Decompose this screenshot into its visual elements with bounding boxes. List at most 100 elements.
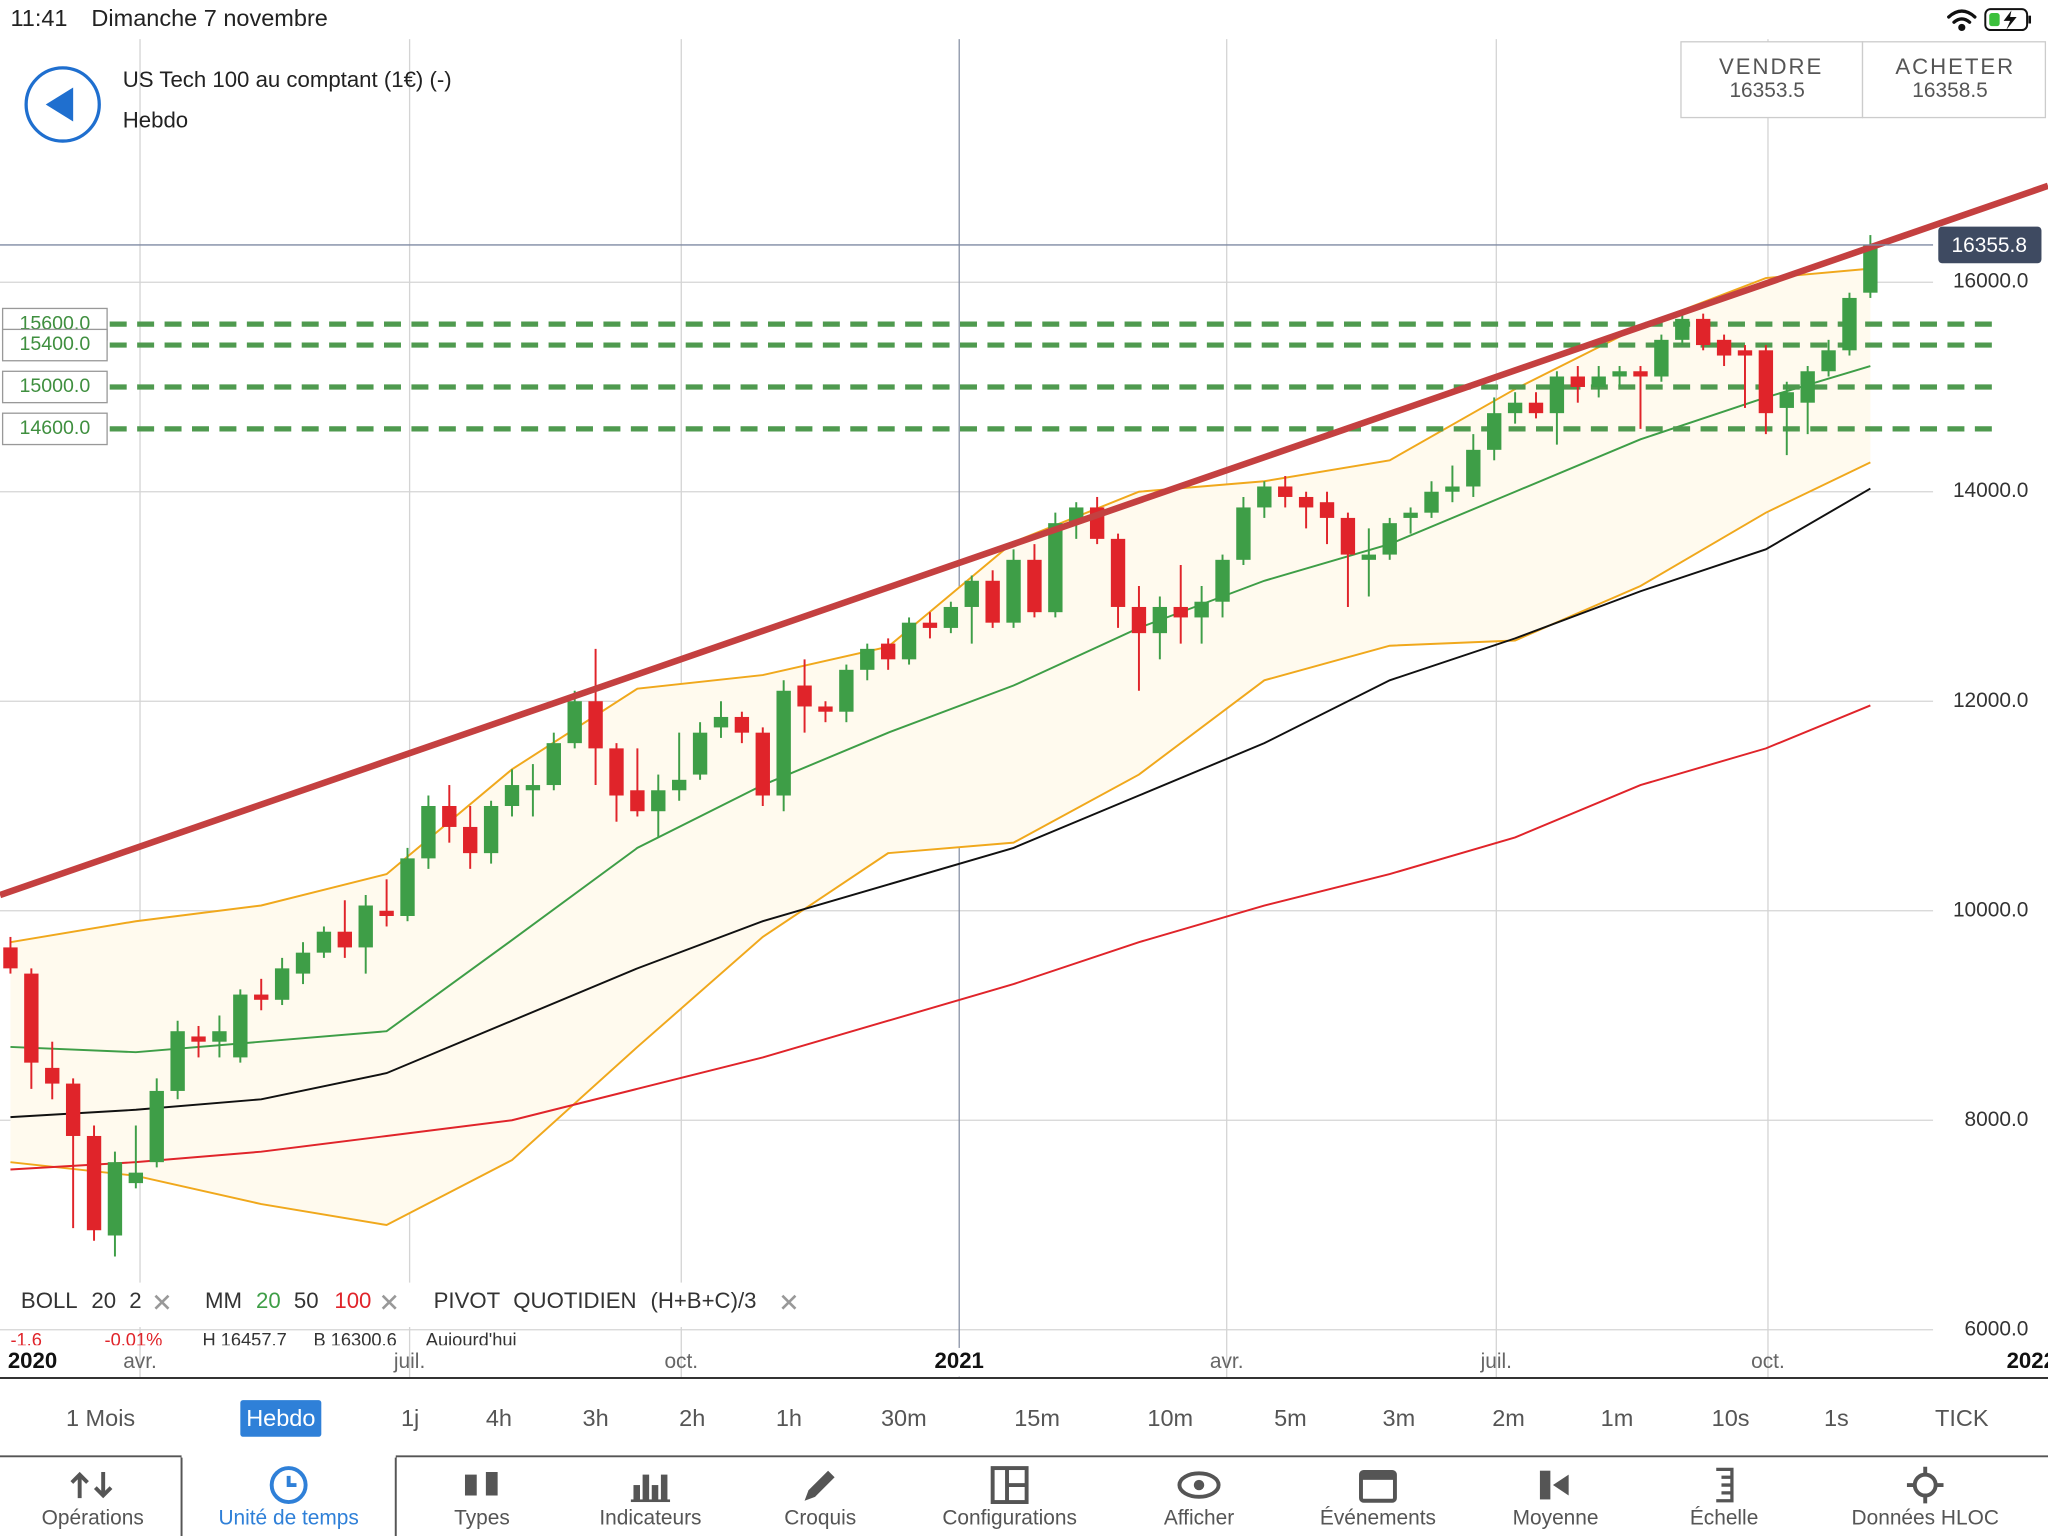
candle-body bbox=[755, 732, 770, 796]
candle-body bbox=[1194, 601, 1209, 618]
toolbar-item[interactable]: Configurations bbox=[942, 1507, 1077, 1530]
x-tick-label: juil. bbox=[1480, 1350, 1512, 1373]
candle-body bbox=[107, 1162, 123, 1236]
timeframe-option[interactable]: 3h bbox=[583, 1405, 609, 1431]
candle-body bbox=[1298, 496, 1314, 508]
y-tick-label: 10000.0 bbox=[1953, 898, 2028, 921]
back-button[interactable] bbox=[24, 66, 101, 143]
icon-part bbox=[1177, 1471, 1221, 1499]
timeframe-option[interactable]: 2h bbox=[679, 1405, 705, 1431]
candle-body bbox=[274, 968, 290, 1000]
timeframe-option[interactable]: 2m bbox=[1492, 1405, 1525, 1431]
y-tick-label: 14000.0 bbox=[1953, 479, 2028, 502]
candle-body bbox=[1403, 512, 1418, 518]
x-tick-label: 2021 bbox=[935, 1348, 984, 1373]
level-label-box bbox=[1, 328, 108, 362]
timeframe-option[interactable]: 3m bbox=[1383, 1405, 1416, 1431]
stat: B 16300.6 bbox=[313, 1329, 396, 1350]
level-label: 15000.0 bbox=[19, 375, 90, 397]
candle-body bbox=[483, 805, 499, 854]
candle-body bbox=[1591, 376, 1606, 387]
buy-label: ACHETER bbox=[1895, 54, 2015, 79]
stat: Aujourd'hui bbox=[426, 1329, 517, 1350]
timeframe-title: Hebdo bbox=[123, 107, 188, 132]
icon-part bbox=[630, 1499, 671, 1503]
candle-body bbox=[1737, 350, 1753, 356]
toolbar-item[interactable]: Opérations bbox=[42, 1507, 144, 1530]
timeframe-option[interactable]: 1j bbox=[401, 1405, 419, 1431]
candle-body bbox=[1361, 554, 1376, 560]
toolbar-item[interactable]: Événements bbox=[1320, 1507, 1436, 1530]
timeframe-option[interactable]: 15m bbox=[1014, 1405, 1060, 1431]
candle-body bbox=[1507, 402, 1523, 414]
candle-body bbox=[1257, 486, 1272, 508]
icon-part bbox=[485, 1472, 498, 1496]
toolbar-icon bbox=[464, 1472, 498, 1496]
candle-body bbox=[860, 648, 875, 670]
toolbar-icon bbox=[1177, 1471, 1221, 1499]
remove-icon[interactable] bbox=[781, 1294, 797, 1310]
remove-icon[interactable] bbox=[381, 1294, 397, 1310]
last-price-label: 16355.8 bbox=[1951, 234, 2026, 257]
x-tick-label: oct. bbox=[664, 1350, 698, 1373]
candle-body bbox=[170, 1031, 185, 1091]
candle-body bbox=[1048, 523, 1063, 613]
candle-body bbox=[609, 748, 624, 796]
timeframe-option[interactable]: 30m bbox=[881, 1405, 927, 1431]
toolbar: Opérations Unité de temps Types Indicateurs… bbox=[42, 1455, 1999, 1536]
timeframe-bar: 1 Mois Hebdo 1j 4h 3h 2h 1h 30m 15m 10m 5m 3m 2m 1m 10… bbox=[66, 1400, 1989, 1437]
candle-body bbox=[1758, 350, 1774, 414]
candle-body bbox=[630, 790, 645, 812]
toolbar-icon bbox=[1906, 1466, 1944, 1504]
sell-price: 16353.5 bbox=[1729, 79, 1804, 102]
timeframe-option[interactable]: 4h bbox=[486, 1405, 512, 1431]
buy-button[interactable]: ACHETER 16358.5 bbox=[1861, 41, 2047, 119]
sell-button[interactable]: VENDRE 16353.5 bbox=[1680, 41, 1864, 119]
candle-body bbox=[1528, 402, 1544, 414]
icon-part bbox=[1539, 1470, 1551, 1500]
y-tick-label: 8000.0 bbox=[1965, 1108, 2029, 1131]
timeframe-option[interactable]: 1s bbox=[1824, 1405, 1849, 1431]
candle-body bbox=[1675, 318, 1690, 340]
timeframe-option[interactable]: TICK bbox=[1935, 1405, 1989, 1431]
candle-body bbox=[922, 622, 938, 628]
candle-body bbox=[651, 790, 666, 812]
legend-text: QUOTIDIEN bbox=[513, 1288, 636, 1313]
toolbar-item[interactable]: Types bbox=[454, 1507, 510, 1530]
candle-body bbox=[880, 643, 896, 660]
candle-body bbox=[1466, 449, 1481, 487]
timeframe-option[interactable]: 5m bbox=[1274, 1405, 1307, 1431]
timeframe-option[interactable]: 10m bbox=[1147, 1405, 1193, 1431]
legend-text: PIVOT bbox=[434, 1288, 501, 1313]
candle-body bbox=[24, 973, 39, 1063]
icon-part bbox=[1906, 1466, 1944, 1504]
remove-icon[interactable] bbox=[154, 1294, 170, 1310]
toolbar-item[interactable]: Données HLOC bbox=[1852, 1507, 1999, 1530]
timeframe-option[interactable]: 1h bbox=[776, 1405, 802, 1431]
toolbar-item[interactable]: Moyenne bbox=[1513, 1507, 1599, 1530]
candle-body bbox=[1800, 371, 1815, 403]
timeframe-option[interactable]: 10s bbox=[1712, 1405, 1750, 1431]
timeframe-option[interactable]: 1 Mois bbox=[66, 1405, 135, 1431]
toolbar-item[interactable]: Croquis bbox=[784, 1507, 856, 1530]
toolbar-item[interactable]: Échelle bbox=[1690, 1507, 1758, 1530]
timeframe-option[interactable]: 1m bbox=[1601, 1405, 1634, 1431]
icon-part bbox=[642, 1474, 650, 1501]
stat: -1.6 bbox=[10, 1329, 41, 1350]
status-time: 11:41 bbox=[10, 5, 67, 31]
candle-body bbox=[379, 910, 394, 916]
legend-text: 20 bbox=[256, 1288, 281, 1313]
toolbar-icon bbox=[1716, 1467, 1734, 1503]
candle-body bbox=[3, 947, 18, 969]
candle-body bbox=[588, 701, 603, 749]
candle-body bbox=[149, 1090, 164, 1163]
candle-body bbox=[233, 994, 248, 1058]
timeframe-option[interactable]: Hebdo bbox=[246, 1405, 315, 1431]
toolbar-item[interactable]: Unité de temps bbox=[218, 1507, 358, 1530]
toolbar-item[interactable]: Afficher bbox=[1164, 1507, 1234, 1530]
legend-text: 20 bbox=[91, 1288, 116, 1313]
candle-body bbox=[295, 952, 311, 974]
toolbar-item[interactable]: Indicateurs bbox=[599, 1507, 701, 1530]
x-tick-label: 2020 bbox=[8, 1348, 57, 1373]
